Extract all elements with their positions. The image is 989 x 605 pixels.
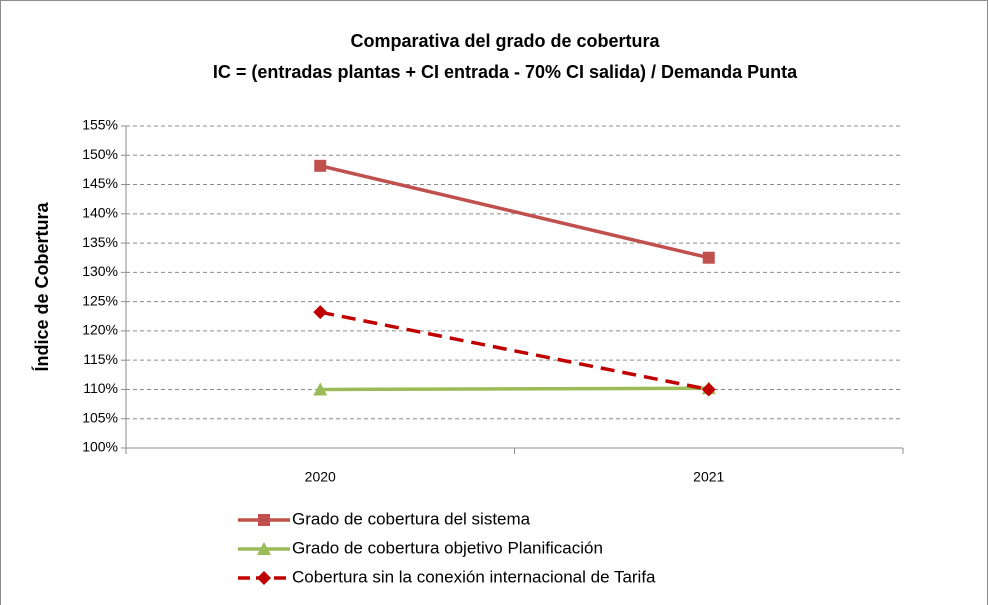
series-line xyxy=(319,310,710,392)
legend-label: Cobertura sin la conexión internacional … xyxy=(292,567,656,586)
x-tick-label: 2020 xyxy=(305,469,336,485)
y-tick-label: 150% xyxy=(82,146,118,162)
marker xyxy=(313,305,328,320)
marker xyxy=(257,571,271,585)
marker xyxy=(701,382,716,397)
chart-subtitle: IC = (entradas plantas + CI entrada - 70… xyxy=(213,62,798,82)
marker xyxy=(257,542,271,555)
legend-label: Grado de cobertura del sistema xyxy=(292,509,531,528)
y-tick-label: 155% xyxy=(82,117,118,133)
y-tick-label: 105% xyxy=(82,409,118,425)
series-line xyxy=(320,386,709,392)
marker xyxy=(258,514,270,526)
y-axis-label: Índice de Cobertura xyxy=(31,201,52,371)
y-tick-label: 130% xyxy=(82,263,118,279)
y-tick-label: 110% xyxy=(83,380,118,396)
y-tick-label: 145% xyxy=(82,175,118,191)
marker xyxy=(702,251,715,264)
legend-label: Grado de cobertura objetivo Planificació… xyxy=(292,538,603,557)
marker xyxy=(314,159,327,172)
x-tick-label: 2021 xyxy=(693,469,724,485)
chart-title: Comparativa del grado de cobertura xyxy=(350,31,660,51)
y-tick-label: 120% xyxy=(82,322,118,338)
y-tick-label: 115% xyxy=(83,351,118,367)
y-tick-label: 100% xyxy=(82,439,118,455)
y-tick-label: 135% xyxy=(82,234,118,250)
marker xyxy=(313,382,328,396)
y-tick-label: 125% xyxy=(82,292,118,308)
series-line xyxy=(319,164,710,260)
y-tick-label: 140% xyxy=(82,205,118,221)
